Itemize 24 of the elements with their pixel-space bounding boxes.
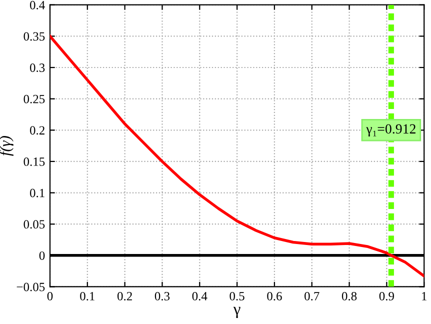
y-tick-label: 0.2 [30,126,44,135]
y-tick-label: 0.35 [24,32,45,41]
y-tick-label: 0.05 [24,220,45,229]
y-tick-label: 0.3 [30,64,45,72]
x-tick-label: 0.7 [304,292,320,300]
x-axis-title: γ [233,306,240,318]
y-tick-label: 0.4 [30,0,45,10]
y-tick-label: −0.05 [16,282,45,292]
x-tick-label: 0.5 [230,292,244,300]
y-tick-label: 0.1 [30,188,44,198]
x-tick-label: 0.8 [342,292,357,300]
x-tick-label: 0.2 [117,292,132,300]
y-tick-label: 0.25 [24,94,45,104]
y-tick-label: 0.15 [24,157,45,166]
x-tick-label: 0.6 [267,292,282,300]
y-tick-label: 0 [39,251,45,260]
x-tick-label: 0.3 [154,292,170,300]
x-tick-label: 1 [422,292,426,300]
line-series [50,34,424,278]
ref-line-label: γ₁=0.912 [366,124,416,136]
x-tick-label: 0.1 [80,292,94,300]
x-tick-label: 0 [47,292,53,300]
x-tick-label: 0.9 [379,292,394,300]
x-tick-label: 0.4 [192,292,208,300]
